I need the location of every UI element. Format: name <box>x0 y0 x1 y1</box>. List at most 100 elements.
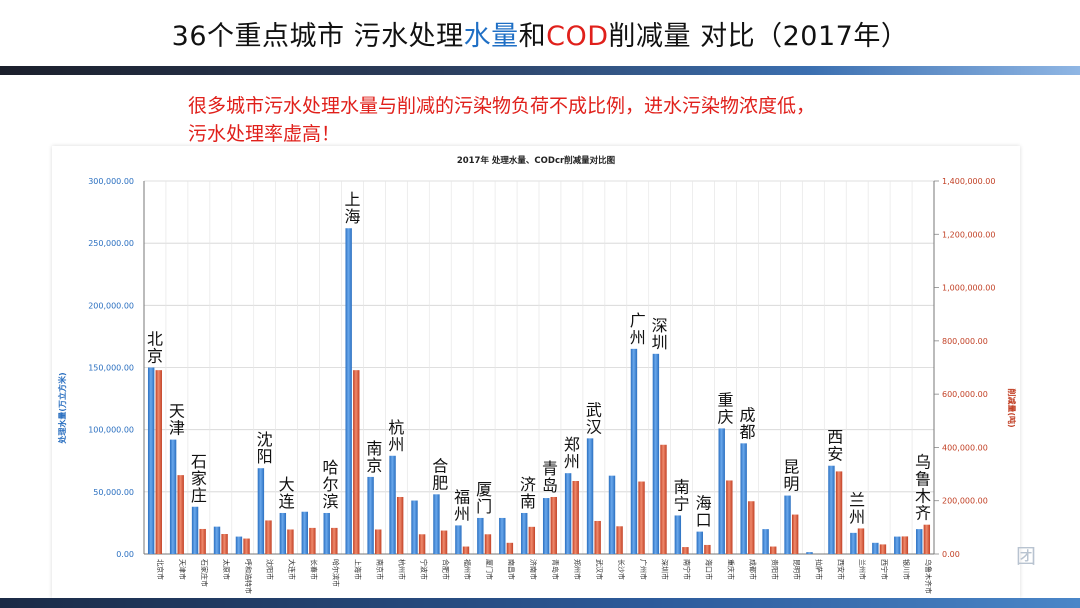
city-label-char: 天 <box>169 402 185 421</box>
city-label-char: 岛 <box>542 476 558 495</box>
city-label-char: 圳 <box>652 333 668 352</box>
x-tick-label: 南京市 <box>375 559 384 580</box>
city-label-char: 津 <box>169 419 185 438</box>
bar-water <box>542 498 550 554</box>
city-label: 兰州 <box>849 490 865 526</box>
bar-water <box>586 438 594 554</box>
x-tick-label: 兰州市 <box>858 559 867 580</box>
x-tick-label: 杭州市 <box>397 559 406 580</box>
city-label-char: 滨 <box>323 492 339 511</box>
city-label-char: 明 <box>783 475 799 494</box>
city-label: 广州 <box>630 311 646 347</box>
grid-lines <box>143 180 935 555</box>
y-tick-left-label: 150,000.00 <box>88 364 134 373</box>
city-label: 海口 <box>696 494 712 530</box>
x-tick-label: 成都市 <box>748 559 757 580</box>
x-tick-label: 拉萨市 <box>814 559 823 580</box>
bar-cod <box>791 514 799 554</box>
subtitle-note: 很多城市污水处理水量与削减的污染物负荷不成比例，进水污染物浓度低， 污水处理率虚… <box>188 92 948 148</box>
y-axis-right-label: 削减量(吨) <box>1007 388 1017 427</box>
y-tick-right-label: 600,000.00 <box>942 390 988 399</box>
bar-water <box>367 476 374 554</box>
bar-water <box>674 515 682 554</box>
bar-water <box>784 495 791 554</box>
city-label-char: 合 <box>432 456 448 475</box>
bar-water <box>279 512 287 554</box>
bar-water <box>850 532 857 554</box>
city-label-char: 庄 <box>191 486 207 505</box>
city-label: 深圳 <box>652 316 668 352</box>
city-label-char: 海 <box>696 494 712 513</box>
subtitle-line-1: 很多城市污水处理水量与削减的污染物负荷不成比例，进水污染物浓度低， <box>188 95 816 117</box>
bar-water <box>345 228 352 554</box>
bar-cod <box>462 546 470 554</box>
city-label-char: 武 <box>586 400 602 419</box>
city-label-char: 州 <box>630 328 646 347</box>
y-tick-right-label: 0.00 <box>942 550 960 559</box>
city-label: 重庆 <box>718 390 734 426</box>
bar-chart: 2017年 处理水量、CODcr削减量对比图 0.00 50,000.00 100,… <box>57 155 1017 594</box>
bar-cod <box>901 536 909 554</box>
city-label-char: 汉 <box>586 417 602 436</box>
city-annotations: 北京天津石家庄哈尔滨沈阳大连上海南京杭州合肥福州厦门济南青岛郑州武汉广州深圳南宁… <box>147 190 931 529</box>
bar-water <box>828 465 835 554</box>
x-tick-label: 海口市 <box>705 559 714 580</box>
city-label: 福州 <box>454 487 470 523</box>
slide-title: 36个重点城市 污水处理水量和COD削减量 对比（2017年） <box>0 14 1080 53</box>
city-label-char: 庆 <box>718 407 734 426</box>
x-tick-label: 昆明市 <box>792 559 801 580</box>
title-cod-highlight: COD <box>546 21 609 52</box>
subtitle-line-2: 污水处理率虚高！ <box>188 123 341 145</box>
bar-cod <box>243 538 250 554</box>
city-label-char: 深 <box>652 316 668 335</box>
x-tick-label: 石家庄市 <box>200 559 209 587</box>
chart-title: 2017年 处理水量、CODcr削减量对比图 <box>457 155 615 166</box>
x-tick-label: 太原市 <box>222 559 231 580</box>
city-label-char: 海 <box>344 207 360 226</box>
x-tick-label: 长春市 <box>310 559 319 580</box>
city-label: 南宁 <box>674 477 690 513</box>
y-tick-left-label: 250,000.00 <box>88 239 134 248</box>
city-label: 北京 <box>147 330 163 366</box>
bar-cod <box>440 530 448 554</box>
city-label-char: 兰 <box>849 490 865 509</box>
x-tick-label: 南宁市 <box>683 559 692 580</box>
title-text-1: 36个重点城市 污水处理 <box>171 21 464 52</box>
x-tick-label: 南昌市 <box>507 559 516 580</box>
city-label-char: 安 <box>827 445 843 464</box>
bar-cod <box>396 496 404 554</box>
city-label-char: 青 <box>542 459 558 478</box>
bar-cod <box>418 534 426 554</box>
bar-cod <box>177 475 184 554</box>
bar-cod <box>616 526 623 554</box>
bar-water <box>894 536 901 554</box>
x-tick-label: 济南市 <box>529 559 538 580</box>
bar-water <box>169 439 177 554</box>
bar-water <box>499 517 506 554</box>
axes: 0.00 50,000.00 100,000.00 150,000.00 200,000… <box>88 177 995 594</box>
y-tick-left-label: 0.00 <box>116 550 134 559</box>
x-tick-label: 沈阳市 <box>266 559 275 580</box>
bar-water <box>191 506 199 554</box>
city-label-char: 郑 <box>564 435 580 454</box>
x-tick-label: 西宁市 <box>880 559 889 580</box>
bar-water <box>630 348 638 554</box>
city-label-char: 杭 <box>388 418 404 437</box>
bar-cod <box>331 527 338 554</box>
city-label-char: 北 <box>147 330 163 349</box>
x-tick-label: 重庆市 <box>727 559 736 580</box>
city-label-char: 大 <box>279 475 295 494</box>
bar-water <box>411 500 418 554</box>
bar-cod <box>572 480 579 554</box>
city-label-char: 哈 <box>323 458 339 477</box>
chart-panel: 2017年 处理水量、CODcr削减量对比图 0.00 50,000.00 100,… <box>52 146 1020 598</box>
city-label: 成都 <box>739 405 755 441</box>
city-label: 南京 <box>366 439 382 475</box>
bar-water <box>521 512 528 554</box>
bar-water <box>323 512 330 554</box>
bar-water <box>740 443 747 554</box>
city-label-char: 京 <box>147 347 163 366</box>
city-label-char: 南 <box>366 439 382 458</box>
y-tick-left-label: 100,000.00 <box>88 426 134 435</box>
bar-water <box>257 468 265 554</box>
